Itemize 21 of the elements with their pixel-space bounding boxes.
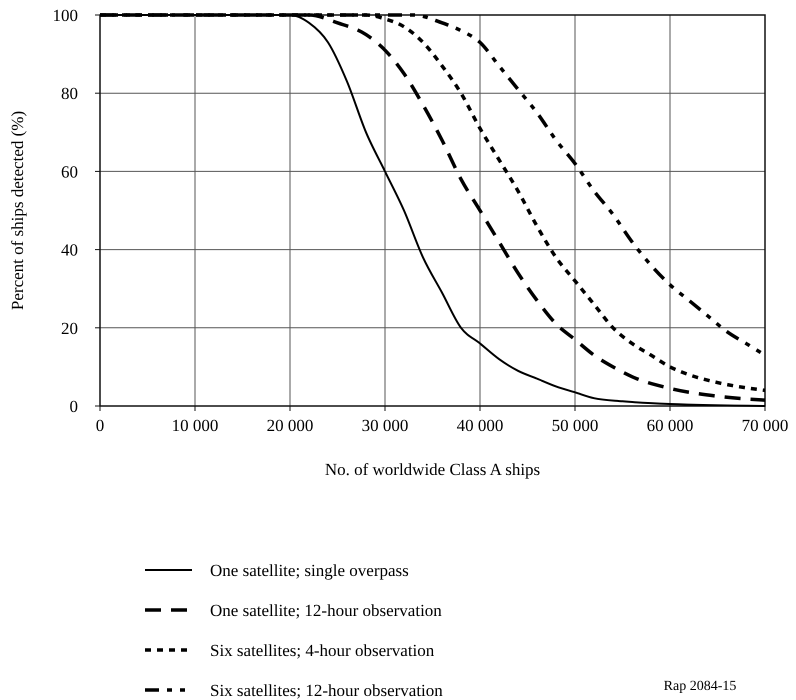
legend-label: Six satellites; 12-hour observation: [210, 681, 444, 700]
x-tick-label: 0: [96, 416, 104, 435]
x-tick-label: 50 000: [552, 416, 598, 435]
y-tick-label: 20: [61, 318, 78, 338]
y-axis-title: Percent of ships detected (%): [8, 110, 27, 310]
x-tick-label: 40 000: [456, 416, 504, 435]
legend-label: Six satellites; 4-hour observation: [210, 641, 435, 660]
y-tick-label: 60: [61, 162, 78, 182]
x-tick-label: 10 000: [172, 416, 218, 435]
x-axis-title: No. of worldwide Class A ships: [324, 460, 540, 479]
y-tick-label: 80: [61, 84, 78, 104]
x-tick-label: 20 000: [266, 416, 314, 435]
legend-label: One satellite; single overpass: [210, 561, 409, 580]
x-tick-label: 60 000: [646, 416, 694, 435]
y-tick-label: 0: [70, 397, 78, 416]
y-tick-label: 100: [52, 6, 78, 25]
y-tick-label: 40: [61, 240, 78, 260]
x-tick-label: 70 000: [742, 416, 788, 435]
x-tick-label: 30 000: [362, 416, 408, 435]
legend-label: One satellite; 12-hour observation: [210, 601, 442, 620]
text: Rap 2084-15: [664, 679, 736, 694]
